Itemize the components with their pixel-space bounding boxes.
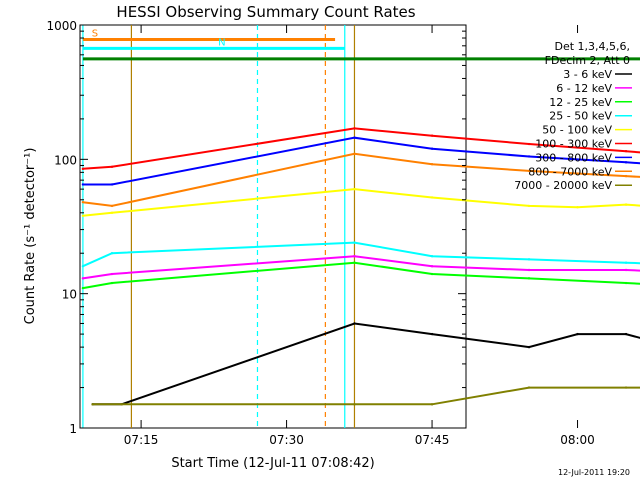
series-7-point-3: [430, 162, 434, 166]
x-tick-label-2: 07:45: [415, 433, 450, 447]
series-1-point-1: [110, 272, 114, 276]
y-tick-label-0: 1: [69, 422, 77, 436]
series-1-point-5: [624, 268, 628, 272]
y-axis-label: Count Rate (s⁻¹ detector⁻¹): [23, 148, 38, 325]
series-2-point-4: [527, 277, 531, 280]
series-3-point-1: [110, 252, 114, 255]
plot-frame: [79, 24, 467, 429]
legend-label-7: 800 - 7000 keV: [528, 165, 612, 178]
series-4-point-4: [527, 204, 531, 208]
y-tick-label-1: 10: [62, 288, 77, 302]
series-4-point-0: [81, 214, 85, 217]
series-3-point-2: [353, 241, 356, 244]
series-0-point-5: [576, 332, 579, 336]
legend: Det 1,3,4,5,6, FDecim 2, Att 0 3 - 6 keV…: [514, 40, 632, 192]
series-line-2: [82, 261, 640, 290]
series-line-4: [82, 188, 640, 217]
series-5-point-1: [110, 165, 114, 168]
series-4-point-2: [353, 187, 356, 191]
series-4-point-1: [110, 211, 114, 214]
series-6-point-5: [624, 161, 628, 164]
series-4-point-3: [430, 196, 434, 199]
series-7-point-1: [110, 204, 114, 208]
series-5-point-3: [430, 134, 434, 137]
series-6-point-1: [110, 183, 114, 186]
series-8-point-2: [353, 403, 356, 406]
series-2-point-0: [81, 286, 85, 290]
x-tick-label-1: 07:30: [269, 433, 304, 447]
series-8-point-4: [527, 386, 531, 389]
legend-label-8: 7000 - 20000 keV: [514, 179, 612, 192]
series-0-point-3: [430, 332, 434, 336]
legend-label-4: 50 - 100 keV: [542, 124, 612, 137]
series-2-point-5: [624, 281, 628, 285]
render-timestamp: 12-Jul-2011 19:20: [558, 468, 630, 477]
series-line-3: [82, 241, 640, 268]
series-8-point-5: [624, 386, 628, 389]
y-tick-label-2: 100: [54, 153, 77, 167]
series-line-6: [82, 136, 640, 186]
series-1-point-4: [527, 268, 531, 272]
legend-header-line-2: FDecim 2, Att 0: [545, 54, 630, 67]
chart-title: HESSI Observing Summary Count Rates: [116, 3, 415, 21]
x-tick-label-3: 08:00: [560, 433, 595, 447]
annotation-bars: SNRD0RD6: [82, 28, 640, 61]
series-3-point-5: [624, 261, 628, 264]
series-1-point-2: [353, 255, 356, 258]
series-5-point-2: [353, 127, 356, 130]
series-7-point-5: [624, 174, 628, 178]
series-1-point-3: [430, 265, 434, 268]
series-6-point-4: [527, 155, 531, 158]
series-4-point-5: [576, 206, 579, 209]
legend-header-line-1: Det 1,3,4,5,6,: [554, 40, 630, 53]
series-line-0: [92, 322, 640, 406]
x-axis-label: Start Time (12-Jul-11 07:08:42): [171, 456, 374, 471]
series-5-point-5: [624, 149, 628, 153]
series-2-point-2: [353, 261, 356, 264]
series-8-point-1: [120, 403, 123, 406]
series-4-point-6: [624, 203, 628, 206]
series-6-point-3: [430, 147, 434, 150]
legend-label-3: 25 - 50 keV: [549, 110, 612, 123]
series-7-point-0: [81, 200, 85, 204]
series-7-point-4: [527, 169, 531, 173]
series-layer: [81, 127, 640, 406]
series-2-point-1: [110, 281, 114, 285]
series-2-point-3: [430, 272, 434, 276]
series-8-point-0: [91, 403, 94, 406]
series-1-point-0: [81, 277, 85, 280]
series-6-point-0: [81, 183, 85, 186]
legend-label-0: 3 - 6 keV: [563, 68, 612, 81]
legend-label-5: 100 - 300 keV: [535, 138, 612, 151]
series-5-point-0: [81, 167, 85, 171]
x-tick-label-0: 07:15: [124, 433, 159, 447]
series-5-point-4: [527, 142, 531, 146]
y-tick-label-3: 1000: [46, 19, 77, 33]
series-0-point-6: [624, 332, 628, 336]
series-6-point-2: [353, 136, 356, 139]
annotation-label-n: N: [218, 37, 225, 48]
series-0-point-2: [353, 322, 356, 325]
legend-label-2: 12 - 25 keV: [549, 96, 612, 109]
series-3-point-0: [81, 265, 85, 268]
series-0-point-4: [527, 345, 531, 349]
series-7-point-2: [353, 152, 356, 155]
series-3-point-3: [430, 255, 434, 258]
series-8-point-3: [430, 403, 434, 406]
legend-label-1: 6 - 12 keV: [556, 82, 612, 95]
vertical-markers: [82, 25, 356, 428]
series-line-1: [82, 255, 640, 280]
axis-ticks: 07:1507:3007:4508:0008:1508:3008:4511010…: [46, 19, 595, 447]
legend-label-6: 300 - 800 keV: [535, 151, 612, 164]
annotation-label-s: S: [92, 28, 98, 39]
series-line-8: [92, 386, 640, 406]
series-3-point-4: [527, 258, 531, 261]
